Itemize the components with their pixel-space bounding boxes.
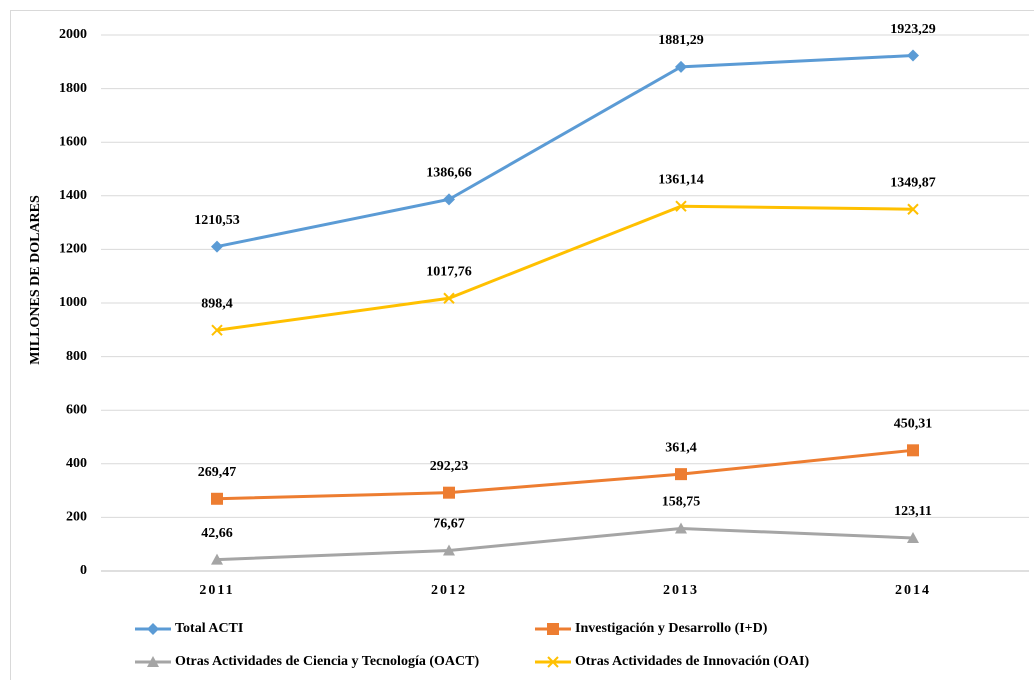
data-label: 269,47 (198, 465, 237, 480)
y-tick-label: 2000 (59, 27, 87, 42)
data-label: 1210,53 (194, 213, 240, 228)
marker (211, 241, 223, 253)
data-label: 1923,29 (890, 22, 936, 37)
data-label: 361,4 (665, 440, 697, 455)
data-label: 1386,66 (426, 166, 472, 181)
marker (675, 61, 687, 73)
y-tick-label: 1400 (59, 188, 87, 203)
x-tick-label: 2012 (431, 583, 467, 598)
marker (211, 493, 223, 505)
data-label: 1349,87 (890, 175, 936, 190)
marker (443, 193, 455, 205)
marker (443, 487, 455, 499)
chart-border (11, 11, 1034, 681)
data-label: 1017,76 (426, 264, 472, 279)
legend-label: Otras Actividades de Innovación (OAI) (575, 654, 809, 669)
legend-label: Investigación y Desarrollo (I+D) (575, 621, 768, 636)
y-tick-label: 800 (66, 349, 87, 364)
data-label: 450,31 (894, 417, 933, 432)
line (217, 450, 913, 498)
y-tick-label: 600 (66, 402, 87, 417)
y-tick-label: 400 (66, 456, 87, 471)
x-tick-label: 2013 (663, 583, 699, 598)
marker (147, 623, 159, 635)
marker (675, 468, 687, 480)
line (217, 56, 913, 247)
y-axis-label: MILLONES DE DOLARES (28, 195, 43, 365)
data-label: 42,66 (201, 526, 233, 541)
marker (547, 623, 559, 635)
y-tick-label: 1600 (59, 134, 87, 149)
data-label: 292,23 (430, 459, 469, 474)
data-label: 1881,29 (658, 33, 704, 48)
data-label: 76,67 (433, 517, 465, 532)
x-tick-label: 2014 (895, 583, 931, 598)
y-tick-label: 1800 (59, 81, 87, 96)
legend-label: Total ACTI (175, 621, 243, 636)
y-tick-label: 1200 (59, 242, 87, 257)
marker (907, 444, 919, 456)
data-label: 158,75 (662, 495, 701, 510)
x-tick-label: 2011 (199, 583, 234, 598)
line (217, 528, 913, 559)
data-label: 123,11 (894, 504, 932, 519)
y-tick-label: 1000 (59, 295, 87, 310)
y-tick-label: 0 (80, 563, 87, 578)
marker (907, 50, 919, 62)
y-tick-label: 200 (66, 510, 87, 525)
data-label: 1361,14 (658, 172, 704, 187)
data-label: 898,4 (201, 296, 233, 311)
legend-label: Otras Actividades de Ciencia y Tecnologí… (175, 654, 479, 669)
